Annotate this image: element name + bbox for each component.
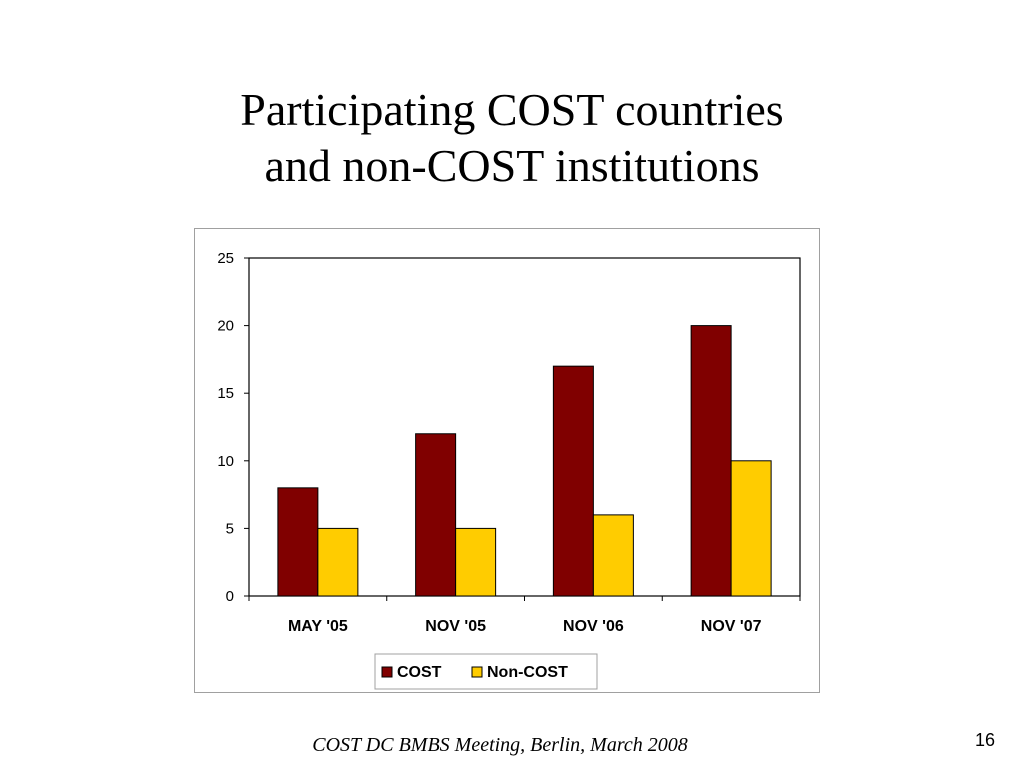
bar-non-cost bbox=[317, 527, 359, 597]
legend-label: COST bbox=[397, 664, 442, 681]
y-tick-label: 25 bbox=[217, 250, 234, 267]
y-tick-label: 20 bbox=[217, 318, 234, 335]
bar-non-cost bbox=[730, 460, 772, 597]
legend-swatch-cost bbox=[381, 666, 393, 678]
bar-cost bbox=[552, 365, 594, 597]
y-tick-label: 10 bbox=[217, 453, 234, 470]
y-tick-label: 0 bbox=[226, 588, 234, 605]
x-category-label: NOV '07 bbox=[701, 618, 762, 635]
legend-swatch-non-cost bbox=[471, 666, 483, 678]
chart-container: 0 5 10 15 20 25 MAY '05 NOV '05 NOV '06 NOV '07 CO… bbox=[194, 228, 820, 693]
legend-label: Non-COST bbox=[487, 664, 568, 681]
bar-non-cost bbox=[592, 514, 634, 597]
bar-cost bbox=[690, 325, 732, 597]
footer-text: COST DC BMBS Meeting, Berlin, March 2008 bbox=[312, 734, 688, 756]
y-tick-label: 15 bbox=[217, 385, 234, 402]
x-category-label: NOV '05 bbox=[425, 618, 486, 635]
title-line-1: Participating COST countries bbox=[240, 84, 784, 135]
bar-cost bbox=[277, 487, 319, 597]
slide-title: Participating COST countries and non-COS… bbox=[0, 82, 1024, 194]
legend-box bbox=[374, 653, 598, 690]
x-category-label: MAY '05 bbox=[288, 618, 348, 635]
bar-cost bbox=[415, 433, 457, 597]
bar-non-cost bbox=[455, 527, 497, 597]
x-category-label: NOV '06 bbox=[563, 618, 624, 635]
y-tick-label: 5 bbox=[226, 520, 234, 537]
page-number: 16 bbox=[974, 730, 995, 750]
bar-chart: 0 5 10 15 20 25 MAY '05 NOV '05 NOV '06 NOV '07 CO… bbox=[217, 250, 801, 690]
title-line-2: and non-COST institutions bbox=[264, 140, 760, 191]
